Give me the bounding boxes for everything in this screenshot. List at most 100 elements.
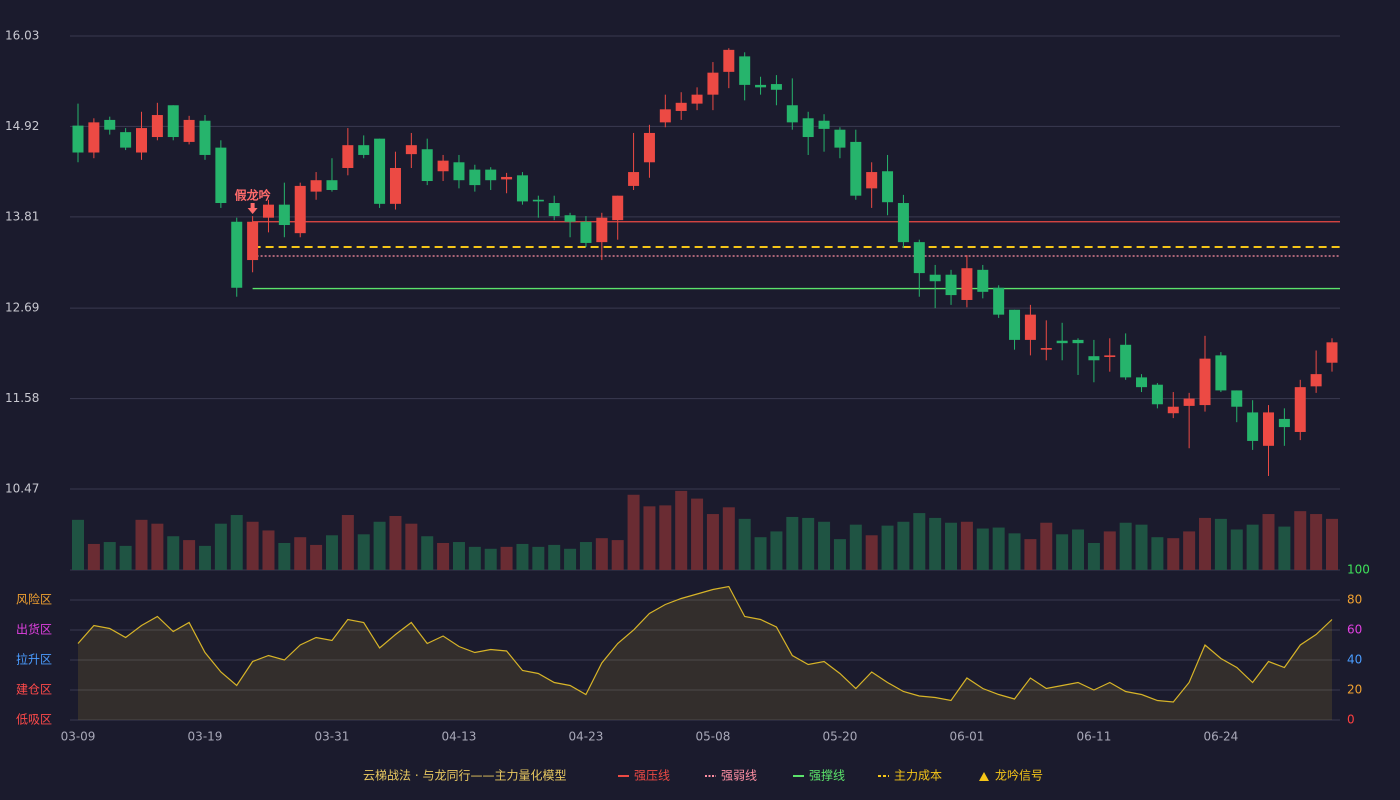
volume-bar — [833, 539, 846, 570]
volume-bar — [897, 521, 910, 570]
volume-bar — [992, 527, 1005, 570]
candle-body — [1151, 384, 1163, 405]
candle-body — [1326, 342, 1338, 363]
candle-body — [755, 84, 767, 88]
y-tick-label: 12.69 — [5, 301, 39, 315]
candle-body — [1310, 374, 1322, 387]
candle-body — [262, 204, 274, 218]
volume-bar — [532, 546, 545, 570]
candle-body — [818, 120, 830, 129]
x-tick-label: 03-31 — [315, 730, 350, 744]
candle-body — [104, 119, 116, 130]
volume-bar — [1008, 533, 1021, 570]
x-tick-label: 06-01 — [949, 730, 984, 744]
candle-body — [1040, 348, 1052, 350]
candle-body — [802, 118, 814, 138]
candle-body — [580, 221, 592, 243]
volume-bar — [1167, 538, 1180, 570]
x-tick-label: 06-24 — [1203, 730, 1238, 744]
candle-body — [977, 269, 989, 292]
candle-body — [993, 287, 1005, 315]
volume-bar — [389, 515, 402, 570]
volume-bar — [294, 537, 307, 570]
osc-tick-label: 100 — [1347, 563, 1370, 577]
legend-label: 强弱线 — [721, 769, 757, 783]
legend-label: 龙吟信号 — [995, 768, 1043, 783]
volume-bar — [1056, 534, 1069, 570]
candle-body — [405, 145, 417, 155]
volume-bar — [516, 543, 529, 570]
zone-label: 风险区 — [16, 592, 52, 607]
volume-bar — [103, 542, 116, 570]
osc-area — [78, 586, 1332, 720]
volume-bar — [325, 535, 338, 570]
volume-bar — [1326, 518, 1338, 570]
volume-bar — [1294, 511, 1307, 570]
osc-line — [77, 585, 1333, 703]
candle-body — [897, 203, 909, 243]
candle-body — [1088, 356, 1100, 361]
candle-body — [231, 221, 243, 288]
candle-body — [548, 203, 560, 217]
candle-body — [564, 215, 576, 222]
volume-bar — [230, 515, 243, 570]
volume-bar — [865, 535, 878, 570]
candle-body — [310, 180, 322, 192]
candle-body — [1263, 412, 1275, 446]
candle-body — [135, 128, 147, 153]
candle-body — [453, 162, 465, 181]
volume-bar — [579, 542, 592, 570]
candle-body — [1278, 418, 1290, 428]
volume-bar — [1151, 537, 1164, 570]
volume-bar — [1262, 514, 1275, 570]
osc-tick-label: 60 — [1347, 623, 1362, 637]
volume-bar — [1024, 539, 1037, 570]
candle-body — [834, 129, 846, 148]
candle-body — [167, 105, 179, 138]
osc-tick-label: 0 — [1347, 713, 1355, 727]
volume-bar — [484, 548, 497, 570]
candle-body — [120, 132, 132, 148]
x-tick-label: 05-20 — [822, 730, 857, 744]
volume-bar — [1310, 514, 1323, 570]
volume-bar — [611, 540, 624, 570]
volume-bar — [1040, 522, 1053, 570]
volume-bar — [310, 544, 323, 570]
candle-body — [469, 169, 481, 186]
candle-body — [1183, 398, 1195, 406]
candle-body — [88, 122, 100, 153]
y-tick-label: 16.03 — [5, 29, 39, 43]
volume-bar — [1278, 526, 1291, 570]
volume-bar — [722, 507, 735, 570]
candle-body — [643, 132, 655, 163]
volume-bar — [421, 536, 434, 570]
volume-bar — [770, 531, 783, 570]
candle-body — [358, 145, 370, 155]
volume-bar — [87, 543, 100, 570]
candle-body — [199, 120, 211, 155]
candle-body — [691, 94, 703, 104]
candle-body — [215, 147, 227, 204]
volume-bar — [881, 525, 894, 570]
candle-body — [1247, 412, 1259, 441]
volume-bar — [976, 528, 989, 570]
candle-body — [882, 171, 894, 203]
volume-bar — [802, 517, 815, 570]
volume-bar — [1199, 517, 1212, 570]
candle-body — [612, 195, 624, 221]
candle-body — [1215, 355, 1227, 391]
signal-arrow — [247, 203, 258, 215]
candle-body — [532, 199, 544, 202]
candle-body — [501, 176, 513, 180]
candle-body — [628, 172, 640, 186]
candle-body — [786, 105, 798, 123]
volume-bar — [1246, 524, 1259, 570]
candle-body — [596, 217, 608, 243]
volume-bar — [849, 524, 862, 570]
candle-body — [1167, 406, 1179, 414]
zone-label: 低吸区 — [16, 713, 52, 727]
candle-body — [294, 185, 306, 234]
volume-bar — [468, 546, 481, 570]
candle-body — [374, 138, 386, 204]
